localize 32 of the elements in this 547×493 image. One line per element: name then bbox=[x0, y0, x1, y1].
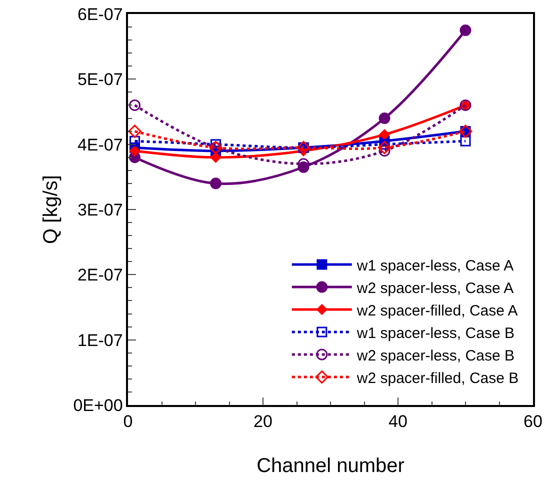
point bbox=[460, 24, 472, 36]
legend-label: w1 spacer-less, Case B bbox=[356, 324, 514, 342]
point bbox=[129, 99, 140, 111]
legend-label: w2 spacer-less, Case B bbox=[356, 347, 514, 364]
legend-label: w2 spacer-less, Case A bbox=[356, 280, 514, 297]
y-tick-label: 3E-07 bbox=[77, 200, 123, 220]
y-tick-label: 1E-07 bbox=[77, 330, 123, 350]
point bbox=[210, 152, 222, 163]
y-tick-label: 4E-07 bbox=[77, 135, 123, 154]
point bbox=[210, 178, 222, 190]
y-tick-label: 2E-07 bbox=[77, 266, 123, 285]
y-tick-label: 0E+00 bbox=[73, 396, 123, 415]
x-tick-label: 0 bbox=[123, 412, 133, 432]
point bbox=[130, 136, 140, 146]
legend-label: w2 spacer-filled, Case A bbox=[356, 302, 518, 320]
point bbox=[378, 112, 390, 124]
point bbox=[378, 140, 392, 154]
x-tick-label: 20 bbox=[254, 412, 272, 432]
point bbox=[379, 129, 390, 140]
x-tick-label: 40 bbox=[388, 412, 408, 432]
point bbox=[129, 146, 140, 156]
y-axis-title: Q [kg/s] bbox=[40, 175, 62, 244]
point bbox=[378, 145, 390, 157]
point bbox=[379, 139, 390, 150]
point bbox=[128, 124, 142, 138]
legend-label: w1 spacer-less, Case A bbox=[356, 257, 514, 274]
x-tick-label: 60 bbox=[524, 412, 542, 432]
point bbox=[460, 136, 471, 146]
x-axis-title: Channel number bbox=[256, 455, 405, 478]
legend-label: w2 spacer-filled, Case B bbox=[356, 370, 519, 387]
y-tick-label: 5E-07 bbox=[77, 70, 123, 90]
y-tick-label: 6E-07 bbox=[77, 4, 123, 24]
